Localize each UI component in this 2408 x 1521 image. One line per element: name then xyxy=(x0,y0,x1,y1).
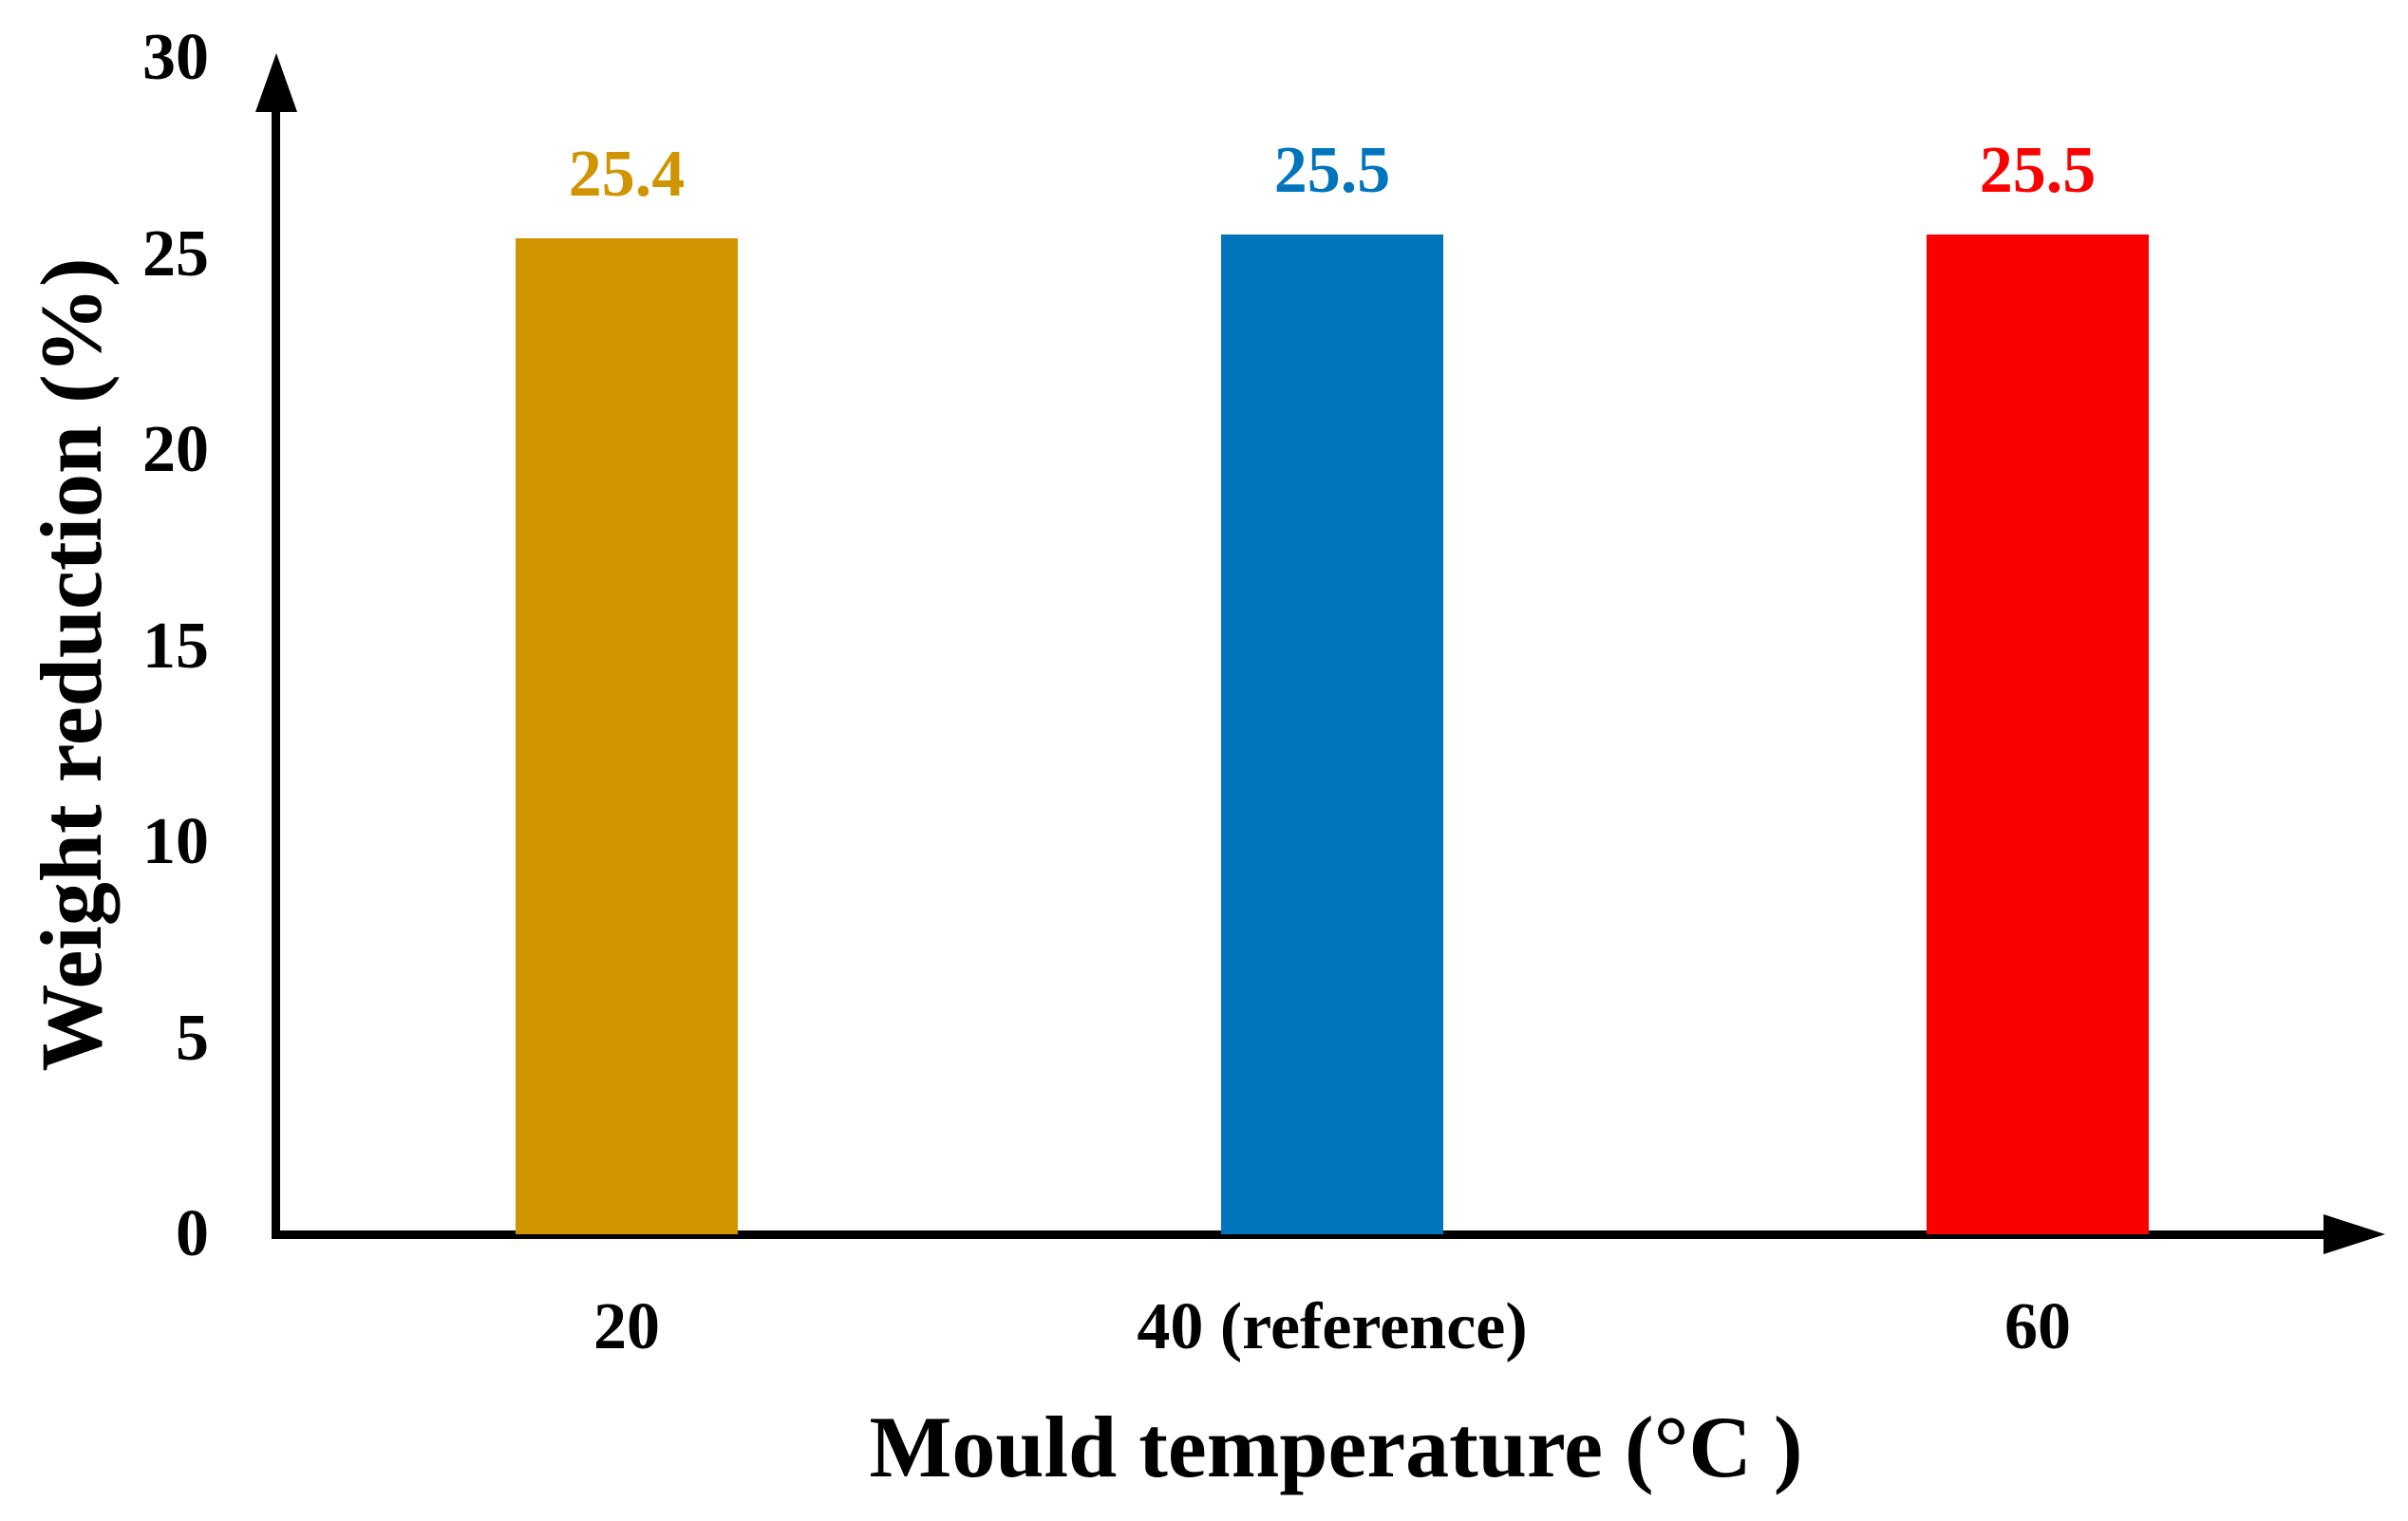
x-axis-line xyxy=(272,1230,2331,1239)
x-axis-arrow-icon xyxy=(2323,1214,2385,1254)
x-axis-title: Mould temperature (°C ) xyxy=(869,1399,1803,1495)
y-tick-label-30: 30 xyxy=(142,21,209,94)
y-tick-label-10: 10 xyxy=(142,805,209,878)
y-tick-label-0: 0 xyxy=(176,1197,209,1270)
x-category-label-20: 20 xyxy=(593,1290,660,1363)
x-category-label-60: 60 xyxy=(2004,1290,2071,1363)
bar-value-label-60: 25.5 xyxy=(1979,134,2097,207)
bar-20 xyxy=(516,238,738,1234)
y-tick-label-20: 20 xyxy=(142,413,209,486)
bar-value-label-20: 25.4 xyxy=(568,138,686,211)
y-axis-line xyxy=(272,104,280,1239)
bar-value-label-40-reference: 25.5 xyxy=(1273,134,1391,207)
y-tick-label-15: 15 xyxy=(142,609,209,683)
bar-60 xyxy=(1927,235,2149,1234)
y-axis-arrow-icon xyxy=(255,53,297,112)
x-category-label-40-reference: 40 (reference) xyxy=(1137,1290,1528,1363)
y-tick-label-25: 25 xyxy=(142,216,209,291)
bar-40-reference xyxy=(1221,235,1443,1234)
y-tick-label-5: 5 xyxy=(176,1001,209,1075)
